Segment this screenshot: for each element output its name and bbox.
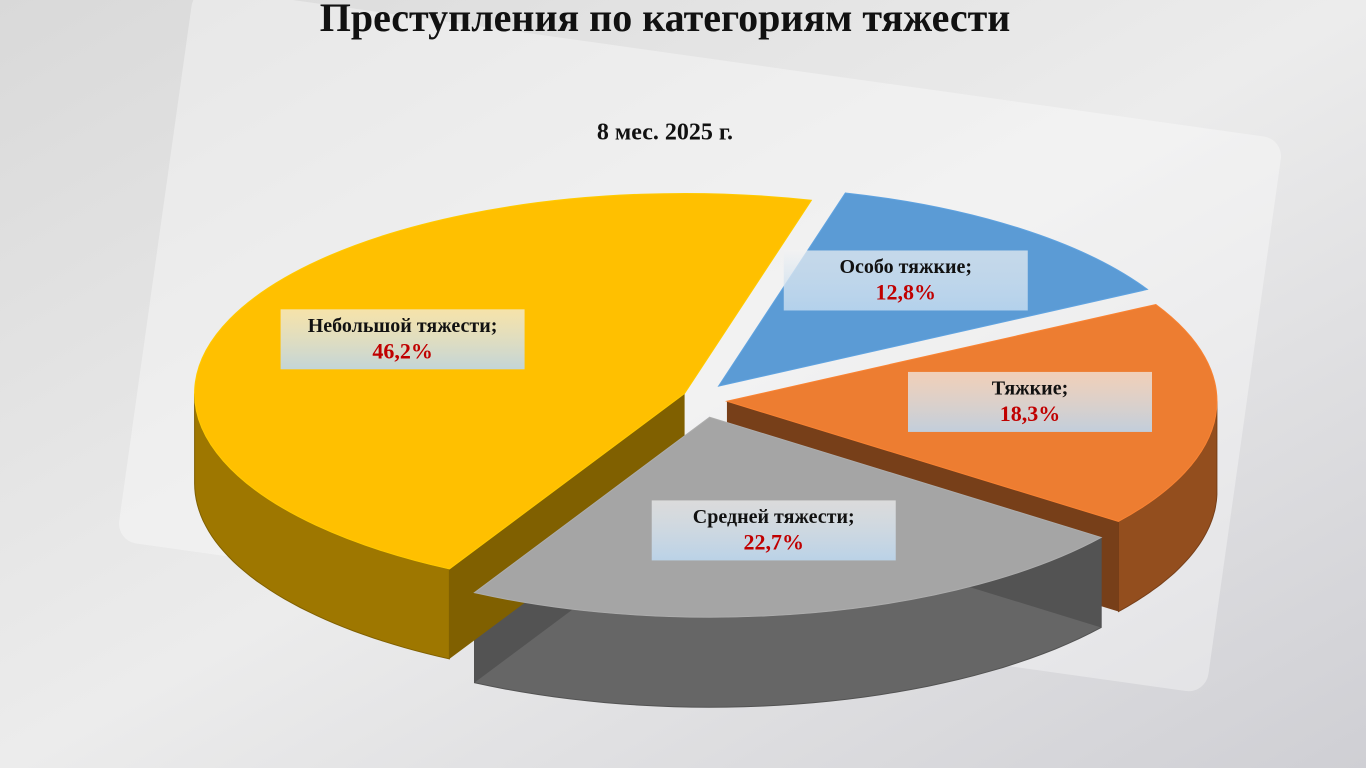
data-label-name: Средней тяжести; [693,506,855,528]
pie-slice [194,192,813,570]
data-label-value: 46,2% [372,338,433,363]
pie-labels: Особо тяжкие;12,8% Тяжкие;18,3% Средней тя… [280,250,1152,561]
data-label-box [280,309,525,370]
data-label-value: 12,8% [876,280,937,305]
data-label-box [907,371,1152,432]
data-label-box [651,500,896,561]
chart-subtitle: 8 мес. 2025 г. [597,120,733,146]
chart-title: Преступления по категориям тяжести [320,0,1011,40]
data-label-name: Особо тяжкие; [839,256,972,278]
data-label-name: Тяжкие; [992,378,1068,400]
data-label-name: Небольшой тяжести; [308,315,498,337]
data-label-value: 18,3% [1000,401,1061,426]
data-label-value: 22,7% [743,529,804,554]
data-label-box [783,250,1028,311]
